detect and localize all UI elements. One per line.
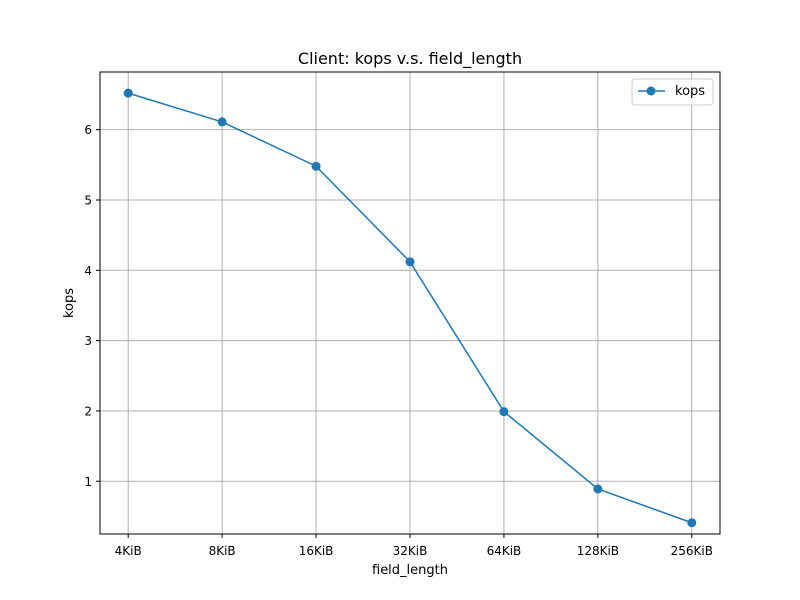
x-tick-label: 4KiB [115, 544, 142, 558]
chart-title: Client: kops v.s. field_length [298, 49, 522, 69]
data-point [217, 117, 227, 127]
legend: kops [631, 78, 714, 106]
y-tick-label: 2 [84, 404, 92, 418]
y-tick-label: 6 [84, 123, 92, 137]
legend-label: kops [675, 84, 705, 99]
x-tick-label: 8KiB [209, 544, 236, 558]
data-point [405, 257, 415, 267]
data-point [593, 484, 603, 494]
x-tick-label: 32KiB [393, 544, 428, 558]
series-group [123, 88, 697, 528]
x-tick-label: 64KiB [487, 544, 522, 558]
data-point [687, 518, 697, 528]
y-tick-label: 5 [84, 193, 92, 207]
plot-frame [99, 71, 721, 535]
y-axis-label: kops [62, 288, 77, 318]
y-tick-label: 1 [84, 475, 92, 489]
y-tick-label: 3 [84, 334, 92, 348]
x-axis-label: field_length [372, 563, 448, 578]
legend-box [631, 78, 714, 106]
grid [100, 72, 720, 534]
x-tick-label: 256KiB [671, 544, 713, 558]
x-tick-label: 128KiB [577, 544, 619, 558]
data-point [499, 407, 509, 417]
y-axis-ticks: 1 2 3 4 5 6 [84, 123, 100, 489]
data-point [123, 88, 133, 98]
y-tick-label: 4 [84, 264, 92, 278]
data-point [311, 161, 321, 171]
x-tick-label: 16KiB [299, 544, 334, 558]
x-axis-ticks: 4KiB 8KiB 16KiB 32KiB 64KiB 128KiB 256KiB [115, 534, 713, 558]
legend-swatch-marker [646, 86, 656, 96]
